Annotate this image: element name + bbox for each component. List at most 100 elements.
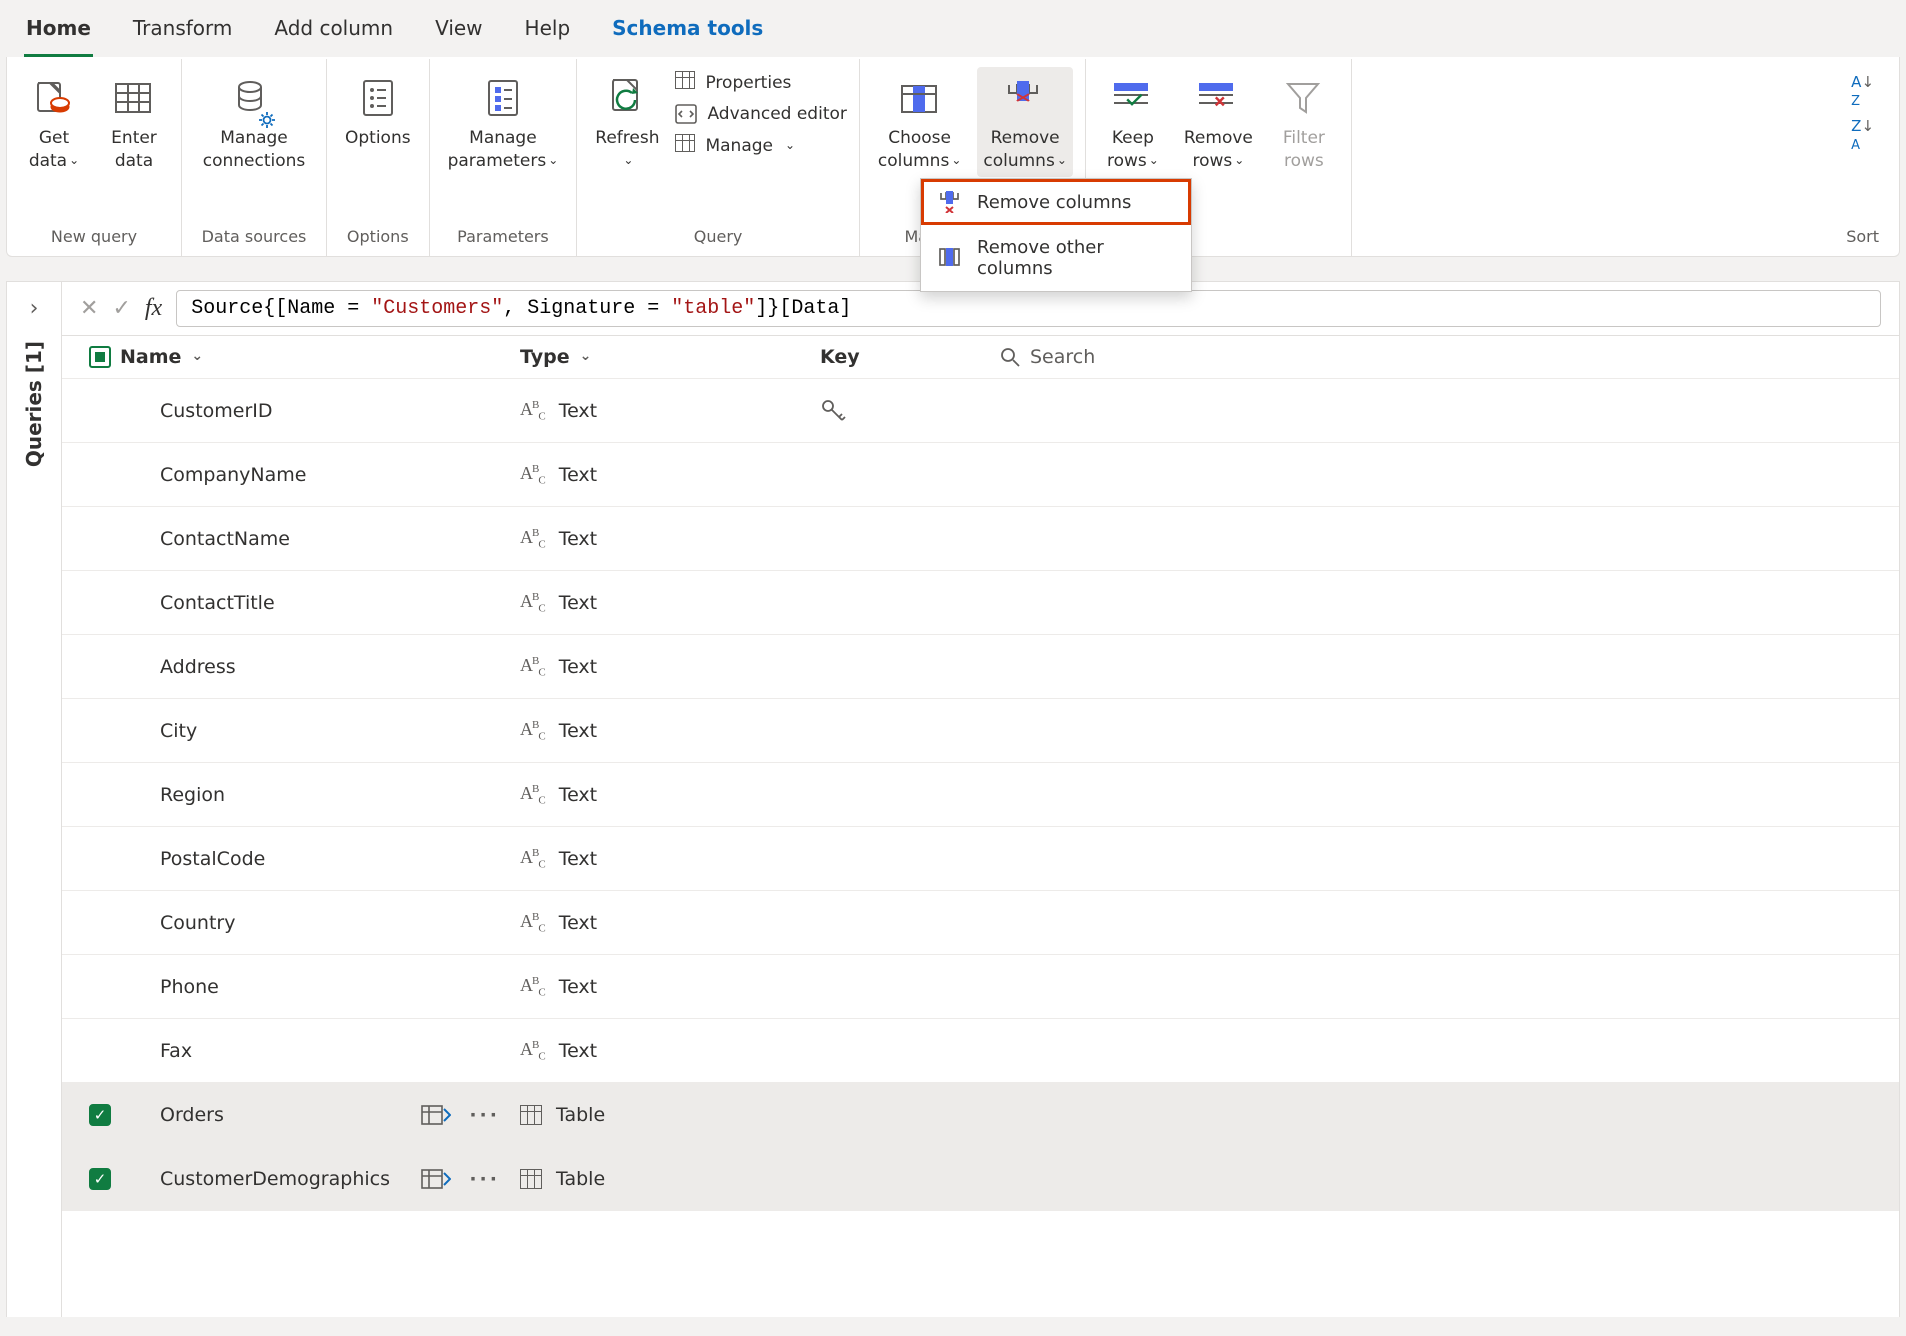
- schema-row[interactable]: PostalCodeABCText: [62, 827, 1899, 891]
- text-type-icon: ABC: [520, 975, 545, 999]
- text-type-icon: ABC: [520, 399, 545, 423]
- column-name-text: Country: [160, 912, 235, 934]
- schema-row[interactable]: Region ABCText: [62, 763, 1899, 827]
- text-type-icon: ABC: [520, 847, 545, 871]
- expand-table-icon[interactable]: [421, 1105, 451, 1125]
- advanced-editor-button[interactable]: Advanced editor: [675, 104, 846, 124]
- cell-name: ContactTitle: [120, 592, 520, 614]
- row-checkbox[interactable]: ✓: [89, 1168, 111, 1190]
- expand-table-icon[interactable]: [421, 1169, 451, 1189]
- cell-type: Table: [520, 1168, 820, 1190]
- cell-type: ABCText: [520, 783, 820, 807]
- schema-row[interactable]: ContactTitleABCText: [62, 571, 1899, 635]
- enter-data-button[interactable]: Enter data: [99, 67, 169, 177]
- refresh-icon: [607, 71, 647, 127]
- text-type-icon: ABC: [520, 911, 545, 935]
- schema-header: Name Type Key Search: [62, 336, 1899, 379]
- remove-other-columns-small-icon: [939, 248, 961, 268]
- select-all-checkbox[interactable]: [89, 346, 111, 368]
- schema-row[interactable]: CityABCText: [62, 699, 1899, 763]
- group-options: Options Options: [327, 59, 430, 256]
- table-type-icon: [520, 1105, 542, 1125]
- options-button[interactable]: Options: [339, 67, 417, 154]
- tab-transform[interactable]: Transform: [131, 12, 234, 57]
- tab-add-column[interactable]: Add column: [272, 12, 395, 57]
- cell-type: ABCText: [520, 399, 820, 423]
- remove-columns-small-icon: [939, 191, 961, 213]
- cell-name: CustomerDemographics ···: [120, 1168, 520, 1190]
- get-data-icon: [34, 71, 74, 127]
- manage-connections-button[interactable]: Manage connections: [194, 67, 314, 177]
- get-data-button[interactable]: Get data: [19, 67, 89, 177]
- group-parameters: Manage parameters Parameters: [430, 59, 578, 256]
- schema-row[interactable]: PhoneABCText: [62, 955, 1899, 1019]
- column-name-text: Orders: [160, 1104, 224, 1126]
- filter-rows-button: Filter rows: [1269, 67, 1339, 177]
- schema-row[interactable]: Fax ABCText: [62, 1019, 1899, 1083]
- properties-button[interactable]: Properties: [675, 71, 846, 94]
- choose-columns-button[interactable]: Choose columns: [872, 67, 968, 177]
- tab-view[interactable]: View: [433, 12, 484, 57]
- schema-row[interactable]: CompanyNameABCText: [62, 443, 1899, 507]
- sort-desc-button[interactable]: Z↓A: [1851, 117, 1874, 153]
- schema-row[interactable]: AddressABCText: [62, 635, 1899, 699]
- more-options-icon[interactable]: ···: [469, 1104, 500, 1126]
- remove-rows-button[interactable]: Remove rows: [1178, 67, 1259, 177]
- column-name-text: CustomerDemographics: [160, 1168, 390, 1190]
- dropdown-remove-columns[interactable]: Remove columns: [921, 179, 1191, 225]
- tab-schema-tools[interactable]: Schema tools: [610, 12, 765, 57]
- column-name-text: Region: [160, 784, 225, 806]
- cell-type: ABCText: [520, 655, 820, 679]
- queries-pane-collapsed[interactable]: › Queries [1]: [6, 281, 62, 1317]
- cell-name: Region: [120, 784, 520, 806]
- schema-row[interactable]: CustomerIDABCText: [62, 379, 1899, 443]
- keep-rows-icon: [1112, 71, 1154, 127]
- sort-asc-button[interactable]: A↓Z: [1851, 73, 1874, 109]
- cell-type: ABCText: [520, 1039, 820, 1063]
- tab-help[interactable]: Help: [523, 12, 573, 57]
- schema-row[interactable]: ✓ Orders ··· Table: [62, 1083, 1899, 1147]
- workspace: › Queries [1] ✕ ✓ fx Source{[Name = "Cus…: [6, 281, 1900, 1317]
- tab-home[interactable]: Home: [24, 12, 93, 57]
- cell-name: CompanyName: [120, 464, 520, 486]
- ribbon-tabs: Home Transform Add column View Help Sche…: [0, 0, 1906, 57]
- group-label-query: Query: [694, 225, 743, 252]
- cell-key: [820, 398, 1000, 424]
- manage-button[interactable]: Manage: [675, 134, 846, 157]
- column-name-text: ContactTitle: [160, 592, 275, 614]
- header-name[interactable]: Name: [120, 346, 520, 368]
- cell-name: Country: [120, 912, 520, 934]
- properties-icon: [675, 71, 695, 94]
- expand-chevron-icon[interactable]: ›: [30, 296, 39, 321]
- fx-icon[interactable]: fx: [145, 295, 162, 322]
- dropdown-remove-other-columns[interactable]: Remove other columns: [921, 225, 1191, 291]
- schema-row[interactable]: ✓ CustomerDemographics ··· Table: [62, 1147, 1899, 1211]
- cell-type: ABCText: [520, 911, 820, 935]
- column-name-text: Fax: [160, 1040, 192, 1062]
- schema-row[interactable]: Country ABCText: [62, 891, 1899, 955]
- remove-columns-button[interactable]: Remove columns: [977, 67, 1073, 177]
- keep-rows-button[interactable]: Keep rows: [1098, 67, 1168, 177]
- refresh-button[interactable]: Refresh: [589, 67, 665, 177]
- header-key: Key: [820, 346, 1000, 368]
- group-query: Refresh Properties Advanced editor Manag…: [577, 59, 860, 256]
- queries-label: Queries [1]: [22, 341, 46, 467]
- remove-rows-icon: [1197, 71, 1239, 127]
- row-checkbox[interactable]: ✓: [89, 1104, 111, 1126]
- more-options-icon[interactable]: ···: [469, 1168, 500, 1190]
- table-type-icon: [520, 1169, 542, 1189]
- table-icon: [114, 71, 154, 127]
- manage-parameters-button[interactable]: Manage parameters: [442, 67, 565, 177]
- cell-type: Table: [520, 1104, 820, 1126]
- group-new-query: Get data Enter data New query: [7, 59, 182, 256]
- search-field[interactable]: Search: [1000, 346, 1881, 368]
- header-type[interactable]: Type: [520, 346, 820, 368]
- text-type-icon: ABC: [520, 463, 545, 487]
- column-name-text: Phone: [160, 976, 219, 998]
- group-label-new-query: New query: [51, 225, 137, 252]
- schema-row[interactable]: ContactNameABCText: [62, 507, 1899, 571]
- commit-formula-icon[interactable]: ✓: [112, 296, 130, 321]
- cancel-formula-icon[interactable]: ✕: [80, 296, 98, 321]
- formula-input[interactable]: Source{[Name = "Customers", Signature = …: [176, 290, 1881, 327]
- cell-name: PostalCode: [120, 848, 520, 870]
